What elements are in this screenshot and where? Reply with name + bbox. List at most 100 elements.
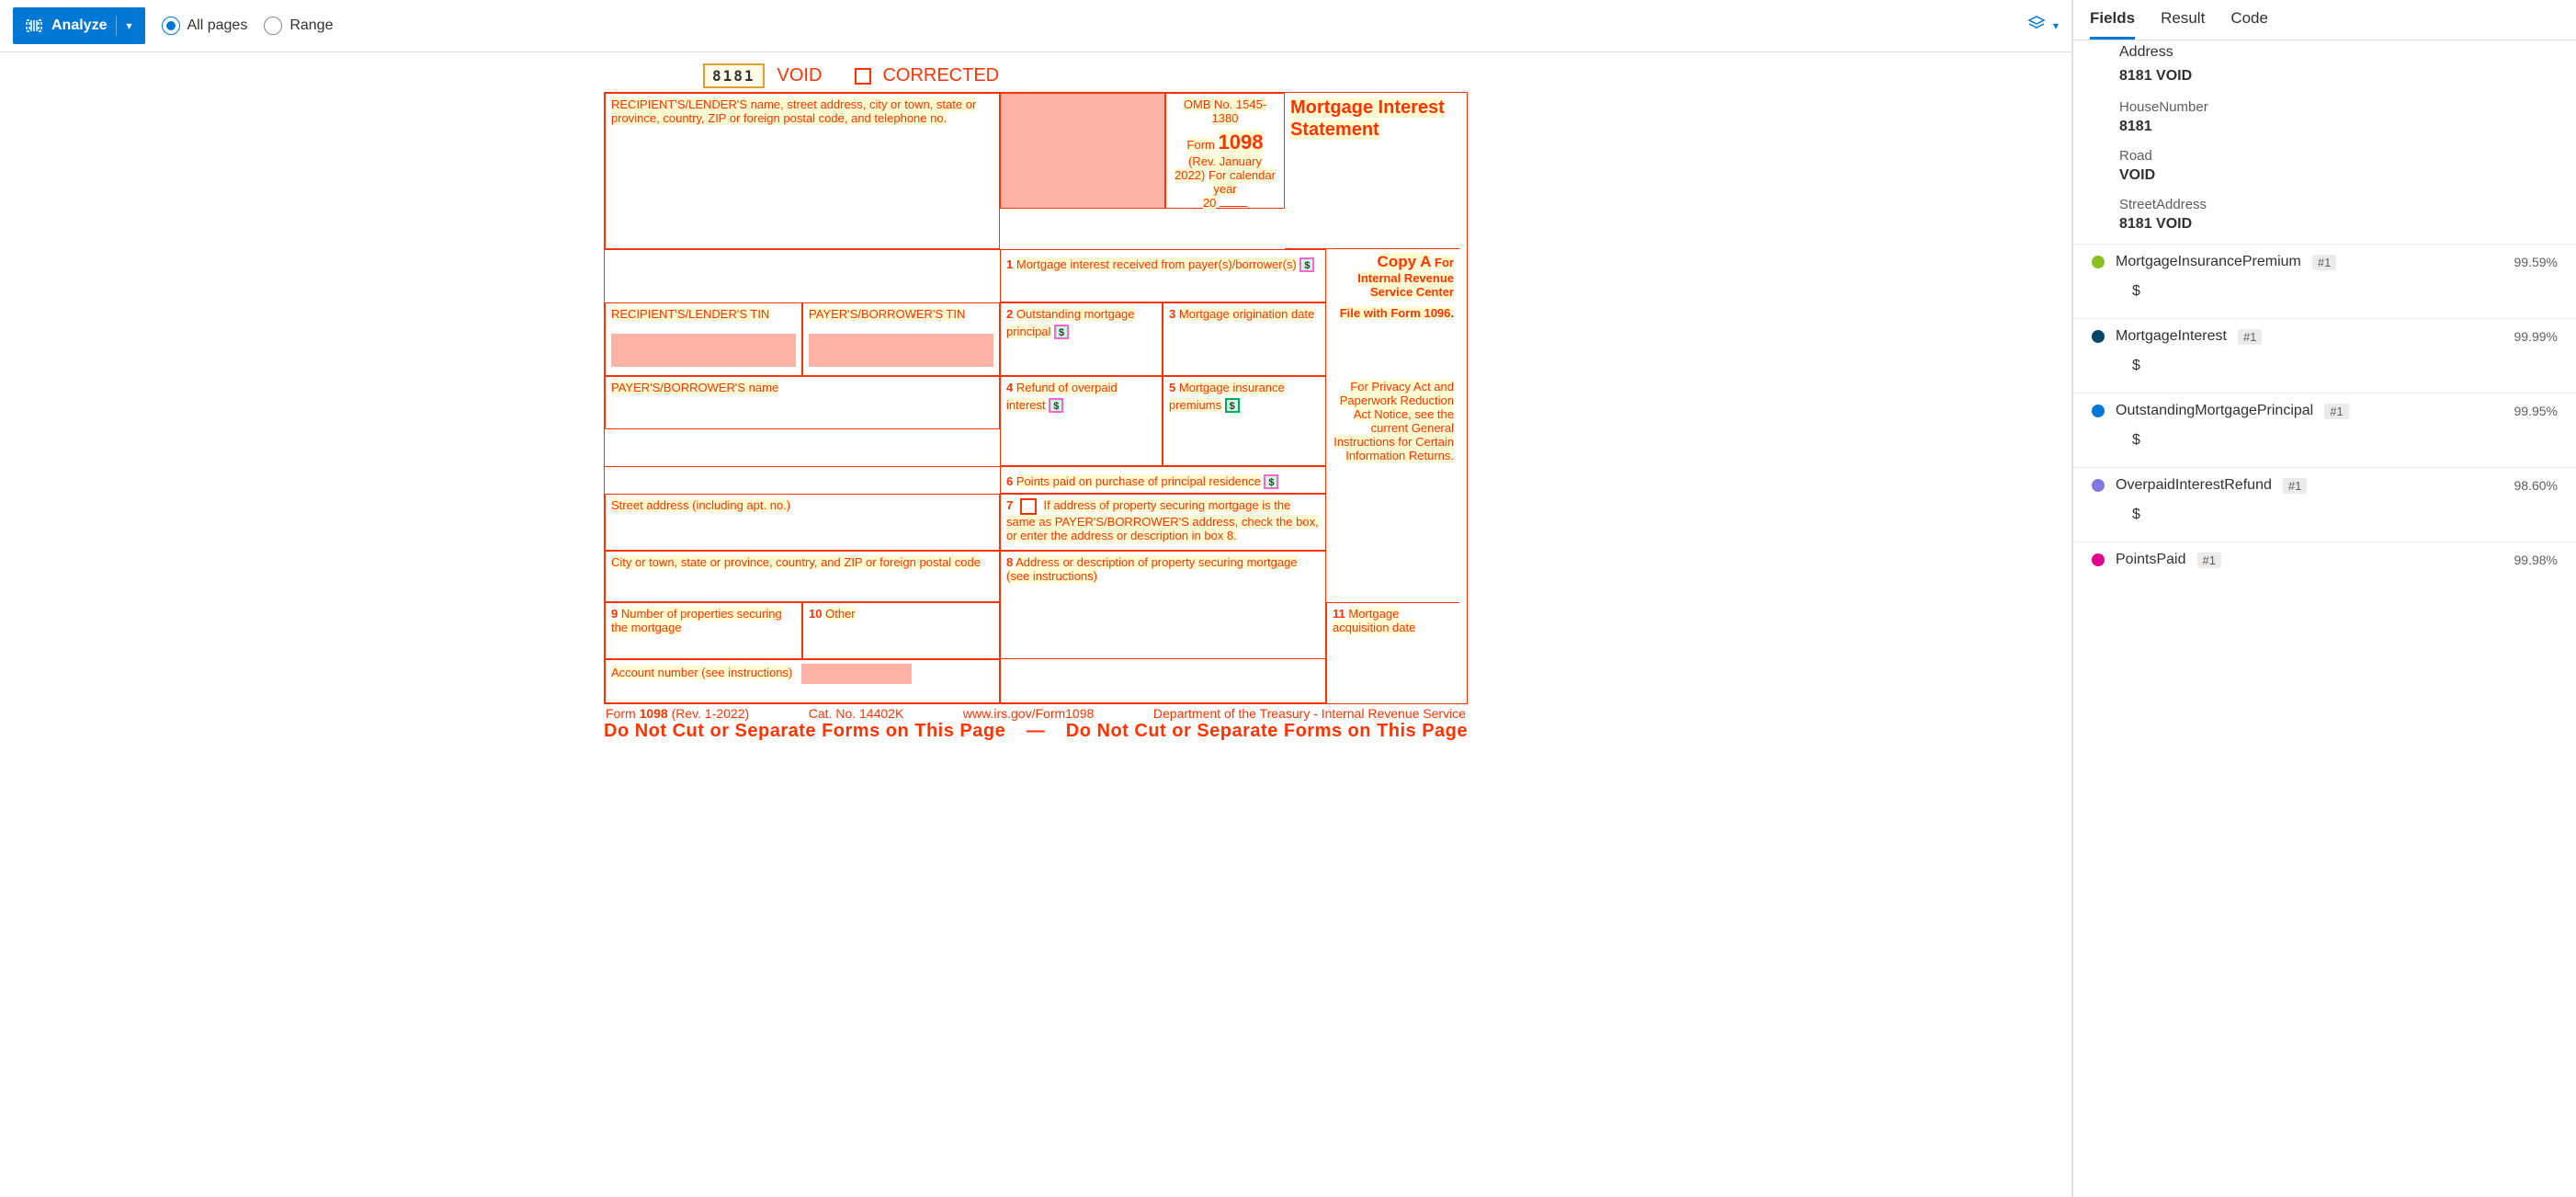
form-label: Form bbox=[1187, 138, 1215, 152]
privacy-cell: For Privacy Act and Paperwork Reduction … bbox=[1326, 376, 1459, 466]
year-prefix: 20 bbox=[1203, 196, 1216, 210]
chevron-down-icon[interactable]: ▾ bbox=[126, 19, 131, 32]
form-number: 1098 bbox=[1219, 131, 1264, 154]
main-area: Analyze ▾ All pages Range ▾ bbox=[0, 0, 2072, 1197]
box-8: 8 Address or description of property sec… bbox=[1000, 551, 1326, 602]
void-label: VOID bbox=[777, 65, 823, 86]
analyze-button[interactable]: Analyze ▾ bbox=[13, 7, 145, 44]
analyze-icon bbox=[26, 17, 42, 34]
subfield-item[interactable]: HouseNumber 8181 bbox=[2073, 94, 2576, 142]
field-badge: #1 bbox=[2324, 404, 2348, 419]
copy-a: Copy A bbox=[1378, 253, 1432, 270]
box-10: 10 Other bbox=[802, 602, 1000, 659]
omb-text: OMB No. 1545-1380 bbox=[1184, 97, 1266, 125]
title-cell: Mortgage Interest Statement bbox=[1285, 93, 1459, 249]
street-cell: Street address (including apt. no.) bbox=[605, 494, 1000, 551]
tab-code[interactable]: Code bbox=[2230, 9, 2268, 40]
side-panel: Fields Result Code Address 8181 VOID Hou… bbox=[2072, 0, 2576, 1197]
field-item[interactable]: OverpaidInterestRefund#198.60%$ bbox=[2073, 463, 2576, 538]
file-with-label: File with Form 1096. bbox=[1340, 306, 1454, 320]
recipient-header-text: RECIPIENT'S/LENDER'S name, street addres… bbox=[611, 97, 976, 125]
field-name: OutstandingMortgagePrincipal bbox=[2116, 403, 2313, 419]
field-item[interactable]: PointsPaid#199.98% bbox=[2073, 538, 2576, 581]
subfield-label: StreetAddress bbox=[2119, 197, 2558, 212]
tab-result[interactable]: Result bbox=[2161, 9, 2205, 40]
box8-label: Address or description of property secur… bbox=[1006, 555, 1298, 583]
privacy-text: For Privacy Act and Paperwork Reduction … bbox=[1333, 380, 1454, 462]
field-value: $ bbox=[2073, 279, 2576, 311]
field-badge: #1 bbox=[2197, 553, 2221, 568]
field-name: PointsPaid bbox=[2116, 552, 2186, 568]
box7-label: If address of property securing mortgage… bbox=[1006, 498, 1319, 542]
payer-name-cell: PAYER'S/BORROWER'S name bbox=[605, 376, 1000, 429]
dollar-icon: $ bbox=[1264, 474, 1278, 489]
box-7: 7 If address of property securing mortga… bbox=[1000, 494, 1326, 551]
field-bullet-icon bbox=[2092, 479, 2105, 492]
payer-name-label: PAYER'S/BORROWER'S name bbox=[611, 381, 778, 394]
tabs: Fields Result Code bbox=[2073, 0, 2576, 40]
footer-line: Form 1098 (Rev. 1-2022) Cat. No. 14402K … bbox=[604, 706, 1468, 721]
address-label: Address bbox=[2073, 40, 2576, 64]
field-bullet-icon bbox=[2092, 256, 2105, 268]
city-label: City or town, state or province, country… bbox=[611, 555, 981, 569]
dollar-icon: $ bbox=[1054, 325, 1069, 339]
box-6: 6 Points paid on purchase of principal r… bbox=[1000, 466, 1326, 494]
right-info: Copy A For Internal Revenue Service Cent… bbox=[1326, 249, 1459, 302]
box-3: 3 Mortgage origination date bbox=[1163, 302, 1326, 376]
dollar-icon: $ bbox=[1049, 398, 1063, 413]
box9-label: Number of properties securing the mortga… bbox=[611, 607, 782, 634]
subfield-value: 8181 bbox=[2119, 119, 2558, 135]
box7-checkbox[interactable] bbox=[1020, 498, 1037, 515]
chevron-down-icon[interactable]: ▾ bbox=[2053, 19, 2059, 32]
form-1098: 8181 VOID CORRECTED RECIPIENT'S/LENDER'S… bbox=[604, 63, 1468, 742]
calendar-year-text: For calendar year bbox=[1209, 168, 1276, 196]
pink-block bbox=[1000, 93, 1165, 209]
field-name: OverpaidInterestRefund bbox=[2116, 477, 2272, 494]
subfield-item[interactable]: StreetAddress 8181 VOID bbox=[2073, 191, 2576, 240]
file-with: File with Form 1096. bbox=[1326, 302, 1459, 376]
all-pages-radio[interactable]: All pages bbox=[162, 17, 248, 35]
recipient-cell: RECIPIENT'S/LENDER'S name, street addres… bbox=[605, 93, 1000, 249]
irs-url: www.irs.gov/Form1098 bbox=[963, 706, 1094, 721]
field-badge: #1 bbox=[2238, 329, 2262, 345]
recipient-tin-label: RECIPIENT'S/LENDER'S TIN bbox=[611, 307, 769, 321]
box10-label: Other bbox=[825, 607, 856, 621]
box-5: 5 Mortgage insurance premiums $ bbox=[1163, 376, 1326, 466]
field-value: $ bbox=[2073, 354, 2576, 385]
layers-icon[interactable] bbox=[2027, 15, 2046, 38]
address-value: 8181 VOID bbox=[2073, 64, 2576, 94]
field-name: MortgageInsurancePremium bbox=[2116, 254, 2301, 270]
field-item[interactable]: OutstandingMortgagePrincipal #1 99.95% $ bbox=[2073, 389, 2576, 463]
field-confidence: 99.59% bbox=[2514, 255, 2558, 269]
subfield-value: 8181 VOID bbox=[2119, 216, 2558, 233]
range-radio[interactable]: Range bbox=[264, 17, 333, 35]
field-confidence: 99.95% bbox=[2514, 404, 2558, 418]
range-label: Range bbox=[289, 17, 333, 34]
box-2: 2 Outstanding mortgage principal $ bbox=[1000, 302, 1163, 376]
all-pages-label: All pages bbox=[187, 17, 248, 34]
city-cell: City or town, state or province, country… bbox=[605, 551, 1000, 602]
box-1: 1 Mortgage interest received from payer(… bbox=[1000, 249, 1326, 302]
subfield-value: VOID bbox=[2119, 167, 2558, 184]
field-bullet-icon bbox=[2092, 553, 2105, 566]
field-value: $ bbox=[2073, 428, 2576, 460]
fields-list[interactable]: Address 8181 VOID HouseNumber 8181 RoadVOI… bbox=[2073, 40, 2576, 1197]
subfield-label: HouseNumber bbox=[2119, 99, 2558, 115]
subfield-item[interactable]: RoadVOID bbox=[2073, 142, 2576, 191]
dollar-icon: $ bbox=[1299, 257, 1314, 272]
corrected-label: CORRECTED bbox=[882, 65, 999, 86]
box-11: 11 Mortgage acquisition date bbox=[1326, 602, 1459, 659]
button-divider bbox=[116, 16, 117, 36]
box-4: 4 Refund of overpaid interest $ bbox=[1000, 376, 1163, 466]
box1-label: Mortgage interest received from payer(s)… bbox=[1016, 257, 1297, 271]
field-confidence: 99.99% bbox=[2514, 329, 2558, 344]
document-viewer[interactable]: 8181 VOID CORRECTED RECIPIENT'S/LENDER'S… bbox=[0, 52, 2071, 1197]
corrected-checkbox[interactable] bbox=[855, 68, 871, 85]
field-item[interactable]: MortgageInsurancePremium#199.59%$ bbox=[2073, 240, 2576, 314]
field-item[interactable]: MortgageInterest#199.99%$ bbox=[2073, 314, 2576, 389]
box11-label: Mortgage acquisition date bbox=[1333, 607, 1415, 634]
form-id-cell: OMB No. 1545-1380 Form 1098 (Rev. Januar… bbox=[1165, 93, 1285, 209]
toolbar: Analyze ▾ All pages Range ▾ bbox=[0, 0, 2071, 52]
analyze-label: Analyze bbox=[51, 17, 107, 34]
tab-fields[interactable]: Fields bbox=[2090, 9, 2135, 40]
